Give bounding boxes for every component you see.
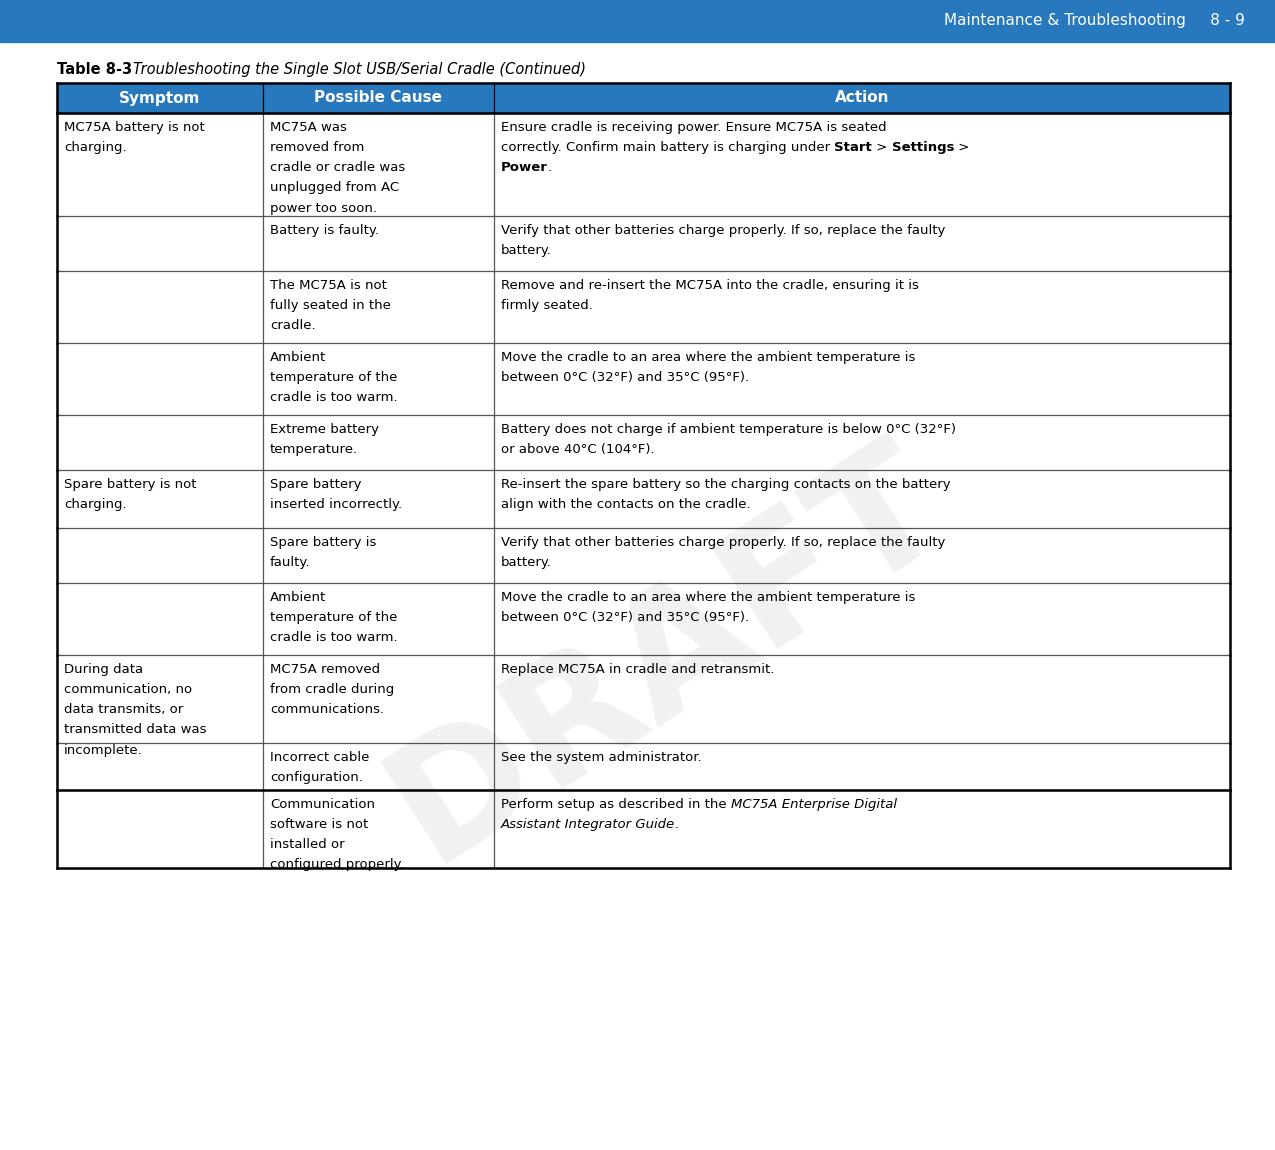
Text: Spare battery is not: Spare battery is not — [64, 478, 196, 491]
Text: Start: Start — [834, 141, 872, 154]
Text: removed from: removed from — [270, 141, 365, 154]
Text: cradle or cradle was: cradle or cradle was — [270, 161, 405, 175]
Text: correctly. Confirm main battery is charging under: correctly. Confirm main battery is charg… — [501, 141, 834, 154]
Bar — [57, 528, 1230, 583]
Text: Ensure cradle is receiving power. Ensure MC75A is seated: Ensure cradle is receiving power. Ensure… — [501, 121, 886, 135]
Text: faulty.: faulty. — [270, 557, 311, 569]
Bar — [0, 0, 1275, 43]
Text: MC75A battery is not: MC75A battery is not — [64, 121, 205, 135]
Text: from cradle during: from cradle during — [270, 683, 394, 696]
Text: Incorrect cable: Incorrect cable — [270, 751, 370, 764]
Text: temperature of the: temperature of the — [270, 611, 398, 624]
Text: software is not: software is not — [270, 818, 368, 831]
Text: communication, no: communication, no — [64, 683, 193, 696]
Text: Spare battery: Spare battery — [270, 478, 362, 491]
Text: cradle is too warm.: cradle is too warm. — [270, 391, 398, 405]
Text: Possible Cause: Possible Cause — [315, 91, 442, 106]
Text: Remove and re-insert the MC75A into the cradle, ensuring it is: Remove and re-insert the MC75A into the … — [501, 279, 919, 292]
Text: Symptom: Symptom — [120, 91, 200, 106]
Text: DRAFT: DRAFT — [362, 417, 973, 894]
Bar — [57, 415, 1230, 470]
Text: temperature of the: temperature of the — [270, 371, 398, 384]
Text: battery.: battery. — [501, 244, 552, 258]
Text: Perform setup as described in the: Perform setup as described in the — [501, 798, 731, 811]
Text: Troubleshooting the Single Slot USB/Serial Cradle (Continued): Troubleshooting the Single Slot USB/Seri… — [119, 62, 586, 77]
Bar — [57, 343, 1230, 415]
Text: cradle is too warm.: cradle is too warm. — [270, 631, 398, 644]
Text: Verify that other batteries charge properly. If so, replace the faulty: Verify that other batteries charge prope… — [501, 224, 945, 237]
Bar — [263, 83, 493, 113]
Text: Table 8-3: Table 8-3 — [57, 62, 133, 77]
Text: Assistant Integrator Guide: Assistant Integrator Guide — [501, 818, 676, 831]
Text: configuration.: configuration. — [270, 772, 363, 784]
Text: temperature.: temperature. — [270, 443, 358, 457]
Text: Extreme battery: Extreme battery — [270, 423, 379, 436]
Text: unplugged from AC: unplugged from AC — [270, 182, 399, 194]
Bar — [57, 470, 1230, 528]
Text: The MC75A is not: The MC75A is not — [270, 279, 386, 292]
Text: fully seated in the: fully seated in the — [270, 299, 391, 312]
Text: inserted incorrectly.: inserted incorrectly. — [270, 498, 402, 511]
Bar — [57, 113, 1230, 216]
Text: During data: During data — [64, 664, 143, 676]
Bar — [57, 216, 1230, 271]
Text: charging.: charging. — [64, 498, 126, 511]
Bar — [57, 790, 1230, 868]
Bar — [57, 656, 1230, 743]
Text: communications.: communications. — [270, 704, 384, 716]
Text: >: > — [872, 141, 891, 154]
Bar — [57, 583, 1230, 655]
Text: MC75A was: MC75A was — [270, 121, 347, 135]
Text: battery.: battery. — [501, 557, 552, 569]
Text: Move the cradle to an area where the ambient temperature is: Move the cradle to an area where the amb… — [501, 351, 915, 365]
Text: Move the cradle to an area where the ambient temperature is: Move the cradle to an area where the amb… — [501, 591, 915, 604]
Text: Ambient: Ambient — [270, 351, 326, 365]
Text: Action: Action — [835, 91, 889, 106]
Text: configured properly.: configured properly. — [270, 858, 404, 872]
Text: Battery does not charge if ambient temperature is below 0°C (32°F): Battery does not charge if ambient tempe… — [501, 423, 956, 436]
Text: Maintenance & Troubleshooting     8 - 9: Maintenance & Troubleshooting 8 - 9 — [944, 14, 1244, 29]
Bar — [57, 271, 1230, 343]
Text: charging.: charging. — [64, 141, 126, 154]
Text: transmitted data was: transmitted data was — [64, 723, 207, 736]
Bar — [57, 743, 1230, 790]
Text: installed or: installed or — [270, 838, 344, 851]
Text: .: . — [676, 818, 680, 831]
Text: Settings: Settings — [891, 141, 954, 154]
Text: data transmits, or: data transmits, or — [64, 704, 184, 716]
Text: Battery is faulty.: Battery is faulty. — [270, 224, 379, 237]
Text: See the system administrator.: See the system administrator. — [501, 751, 701, 764]
Text: power too soon.: power too soon. — [270, 201, 377, 215]
Text: Replace MC75A in cradle and retransmit.: Replace MC75A in cradle and retransmit. — [501, 664, 774, 676]
Text: MC75A Enterprise Digital: MC75A Enterprise Digital — [731, 798, 896, 811]
Text: Ambient: Ambient — [270, 591, 326, 604]
Text: between 0°C (32°F) and 35°C (95°F).: between 0°C (32°F) and 35°C (95°F). — [501, 611, 750, 624]
Text: firmly seated.: firmly seated. — [501, 299, 593, 312]
Text: align with the contacts on the cradle.: align with the contacts on the cradle. — [501, 498, 751, 511]
Text: Spare battery is: Spare battery is — [270, 536, 376, 549]
Text: .: . — [548, 161, 552, 175]
Bar — [57, 83, 263, 113]
Text: Power: Power — [501, 161, 548, 175]
Text: or above 40°C (104°F).: or above 40°C (104°F). — [501, 443, 654, 457]
Text: >: > — [954, 141, 969, 154]
Text: cradle.: cradle. — [270, 320, 316, 332]
Text: Re-insert the spare battery so the charging contacts on the battery: Re-insert the spare battery so the charg… — [501, 478, 951, 491]
Text: incomplete.: incomplete. — [64, 744, 143, 757]
Text: Communication: Communication — [270, 798, 375, 811]
Text: between 0°C (32°F) and 35°C (95°F).: between 0°C (32°F) and 35°C (95°F). — [501, 371, 750, 384]
Bar — [493, 83, 1230, 113]
Text: MC75A removed: MC75A removed — [270, 664, 380, 676]
Text: Verify that other batteries charge properly. If so, replace the faulty: Verify that other batteries charge prope… — [501, 536, 945, 549]
